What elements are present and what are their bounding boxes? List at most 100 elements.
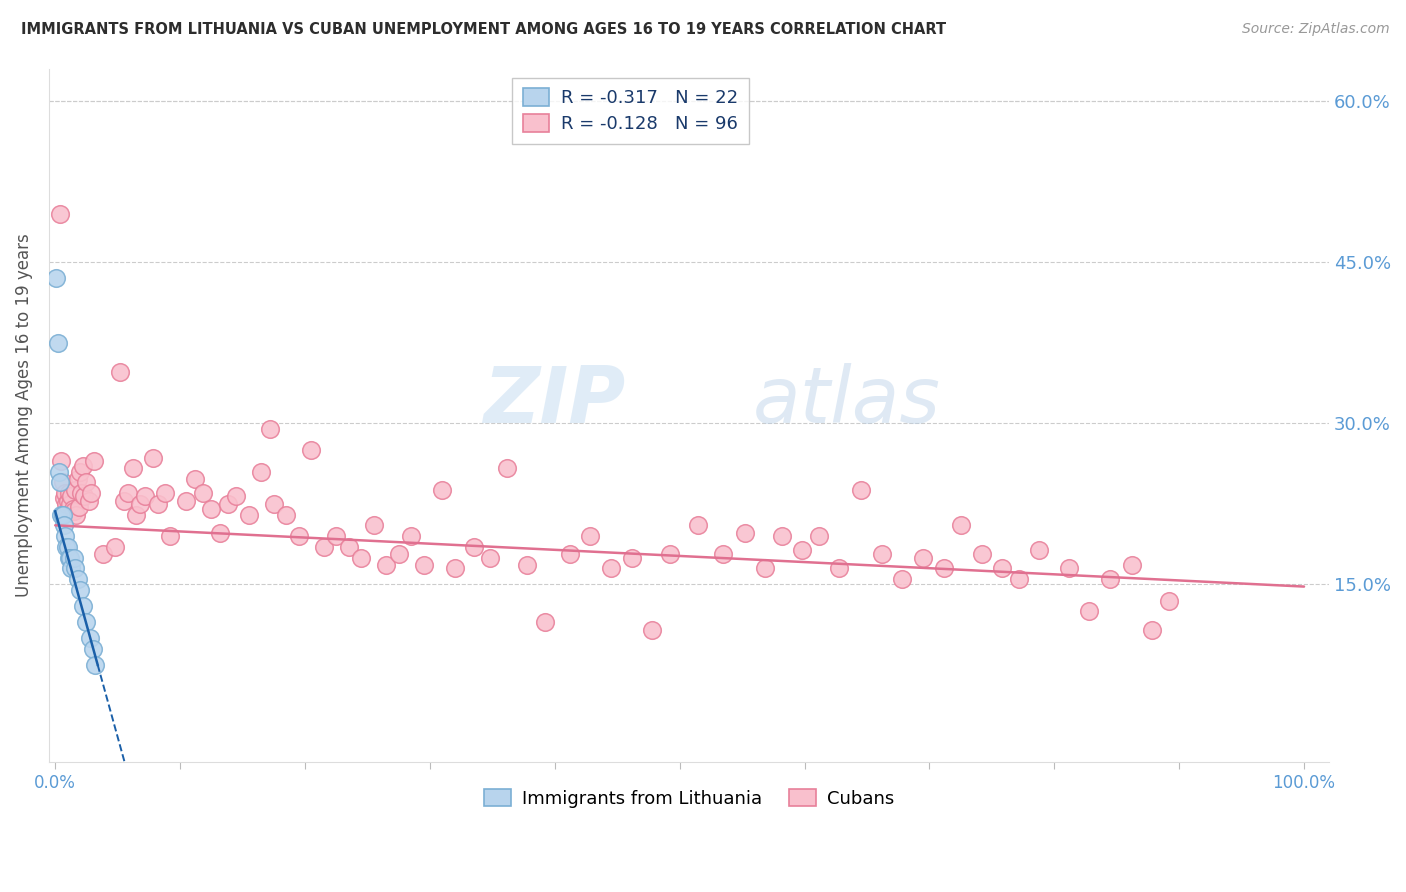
Point [52,491,75,506]
Point [558,547,581,561]
Point [62,502,84,516]
Point [65,508,87,522]
Point [146,497,169,511]
Point [399,529,422,543]
Point [578,529,600,543]
Point [250,465,273,479]
Point [412,558,434,573]
Text: Source: ZipAtlas.com: Source: ZipAtlas.com [1241,22,1389,37]
Point [443,561,465,575]
Point [191,486,214,500]
Point [69,465,91,479]
Point [828,561,851,575]
Point [52,475,75,490]
Point [112,493,135,508]
Point [56,493,79,508]
Point [91,547,114,561]
Point [533,615,555,629]
Point [45,271,67,285]
Legend: Immigrants from Lithuania, Cubans: Immigrants from Lithuania, Cubans [477,782,901,815]
Point [287,529,309,543]
Point [63,483,86,497]
Point [463,540,485,554]
Point [991,561,1014,575]
Point [63,550,86,565]
Point [52,508,75,522]
Point [82,641,104,656]
Point [66,472,89,486]
Point [1008,572,1031,586]
Point [52,518,75,533]
Point [516,558,538,573]
Point [79,631,101,645]
Point [375,558,398,573]
Point [1159,593,1181,607]
Point [325,529,347,543]
Point [159,529,181,543]
Point [808,529,831,543]
Point [259,421,281,435]
Y-axis label: Unemployment Among Ages 16 to 19 years: Unemployment Among Ages 16 to 19 years [15,234,32,597]
Point [75,475,97,490]
Point [890,572,912,586]
Point [263,497,285,511]
Point [621,550,644,565]
Point [363,518,385,533]
Point [1099,572,1122,586]
Point [63,561,86,575]
Point [63,504,86,518]
Point [217,497,239,511]
Point [49,206,72,220]
Point [53,486,76,500]
Point [73,489,96,503]
Point [83,454,105,468]
Point [912,550,935,565]
Point [688,518,710,533]
Point [1057,561,1080,575]
Point [51,454,73,468]
Point [108,365,131,379]
Text: IMMIGRANTS FROM LITHUANIA VS CUBAN UNEMPLOYMENT AMONG AGES 16 TO 19 YEARS CORREL: IMMIGRANTS FROM LITHUANIA VS CUBAN UNEMP… [21,22,946,37]
Point [200,502,222,516]
Point [934,561,956,575]
Point [734,525,756,540]
Point [121,461,143,475]
Point [80,486,103,500]
Point [337,540,360,554]
Point [1140,623,1163,637]
Point [153,486,176,500]
Text: ZIP: ZIP [482,363,626,439]
Point [209,525,232,540]
Point [350,550,373,565]
Point [60,561,83,575]
Point [117,486,139,500]
Point [129,497,152,511]
Point [600,561,623,575]
Point [70,486,93,500]
Point [55,540,77,554]
Point [51,508,73,522]
Point [69,582,91,597]
Point [870,547,893,561]
Point [312,540,335,554]
Point [75,615,97,629]
Point [1078,604,1101,618]
Point [72,599,94,613]
Point [46,335,69,350]
Point [949,518,972,533]
Point [134,489,156,503]
Point [66,572,89,586]
Point [67,500,90,514]
Point [56,540,79,554]
Point [478,550,501,565]
Point [225,489,247,503]
Point [125,508,148,522]
Point [142,450,165,465]
Point [184,472,207,486]
Text: atlas: atlas [754,363,941,439]
Point [970,547,993,561]
Point [84,658,107,673]
Point [72,459,94,474]
Point [1028,543,1050,558]
Point [77,493,100,508]
